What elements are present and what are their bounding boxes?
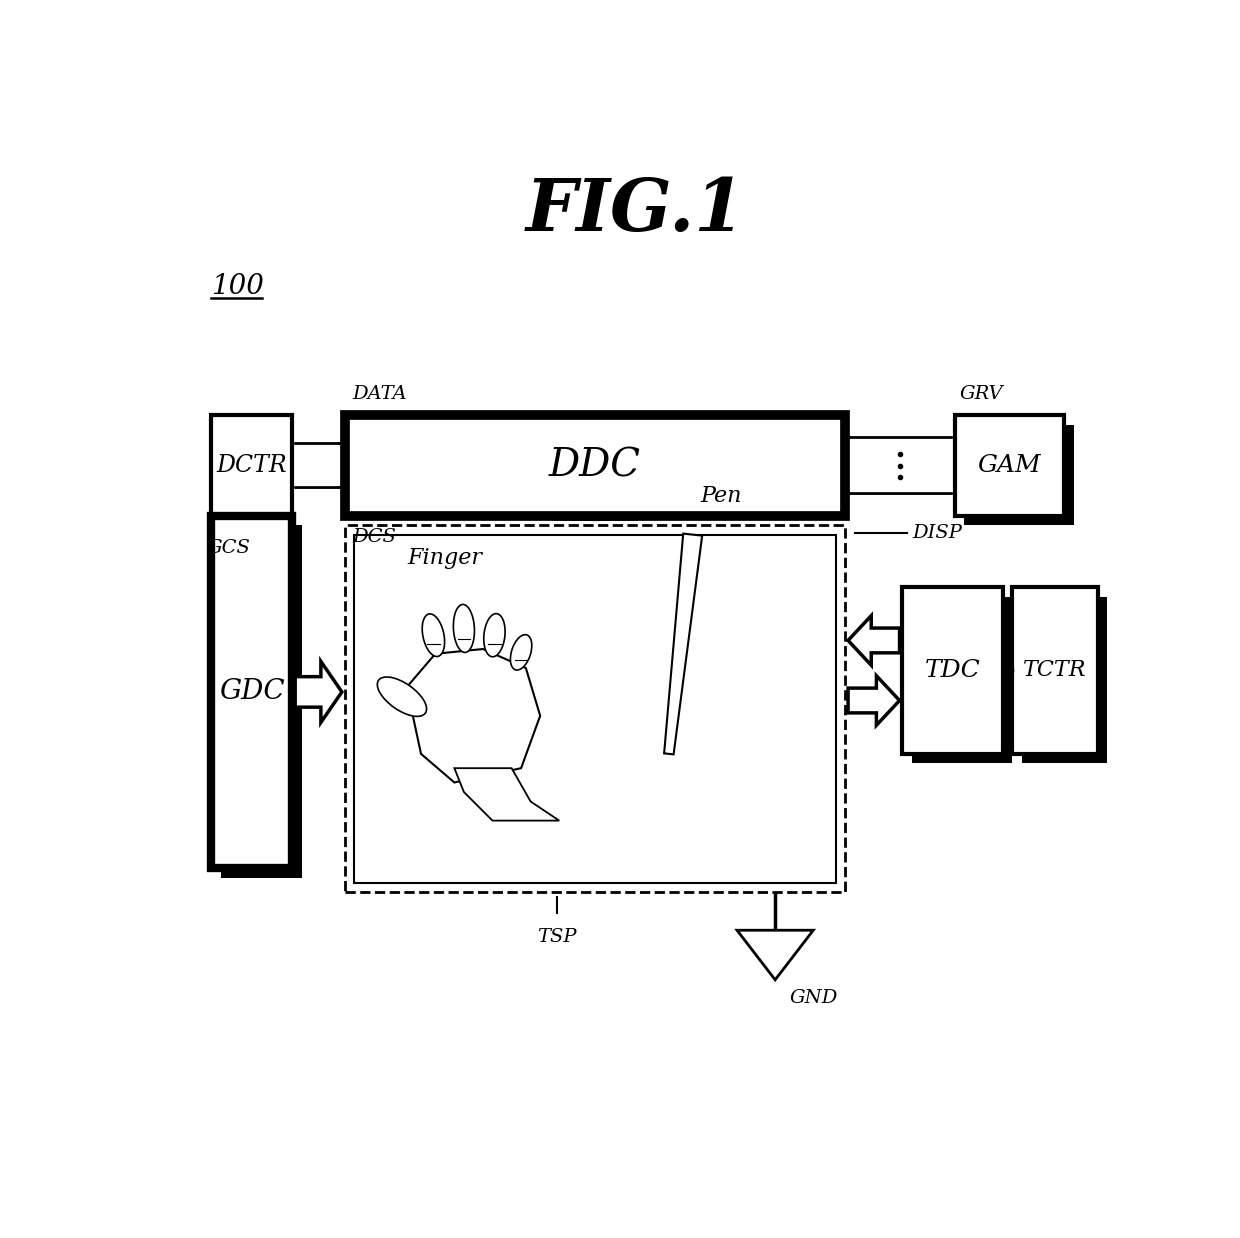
Bar <box>903 587 1002 754</box>
Polygon shape <box>848 615 899 665</box>
Text: DISP: DISP <box>911 524 962 542</box>
Text: DATA: DATA <box>352 385 407 404</box>
Ellipse shape <box>454 604 475 652</box>
Text: TCTR: TCTR <box>1023 660 1086 681</box>
Polygon shape <box>454 768 559 821</box>
Polygon shape <box>665 534 702 754</box>
Ellipse shape <box>422 614 445 656</box>
Bar <box>211 515 293 868</box>
Polygon shape <box>848 676 899 725</box>
Text: Finger: Finger <box>408 547 482 569</box>
Text: DCTR: DCTR <box>217 454 288 477</box>
Polygon shape <box>295 661 342 723</box>
Bar <box>211 416 293 515</box>
Bar <box>1012 587 1097 754</box>
Text: GRV: GRV <box>960 385 1003 404</box>
Text: GDC: GDC <box>219 678 285 706</box>
Polygon shape <box>407 649 541 782</box>
Bar <box>355 535 836 883</box>
Bar <box>221 525 301 878</box>
Text: TDC: TDC <box>925 659 981 682</box>
Bar <box>345 416 846 515</box>
Text: GAM: GAM <box>978 454 1042 477</box>
Bar <box>911 597 1012 764</box>
Text: 100: 100 <box>211 274 264 301</box>
Bar <box>965 425 1074 525</box>
Bar <box>955 416 1064 515</box>
Ellipse shape <box>484 614 505 657</box>
Bar <box>345 525 846 893</box>
Text: GCS: GCS <box>207 540 250 557</box>
Text: DCS: DCS <box>352 527 397 546</box>
Text: FIG.1: FIG.1 <box>526 175 745 246</box>
Polygon shape <box>552 517 637 520</box>
Text: DDC: DDC <box>549 447 641 484</box>
Polygon shape <box>737 930 813 979</box>
Bar <box>1022 597 1107 764</box>
Text: TSP: TSP <box>537 928 577 946</box>
Ellipse shape <box>377 677 427 717</box>
Text: Pen: Pen <box>701 485 742 508</box>
Text: GND: GND <box>790 989 838 1008</box>
Ellipse shape <box>511 635 532 670</box>
